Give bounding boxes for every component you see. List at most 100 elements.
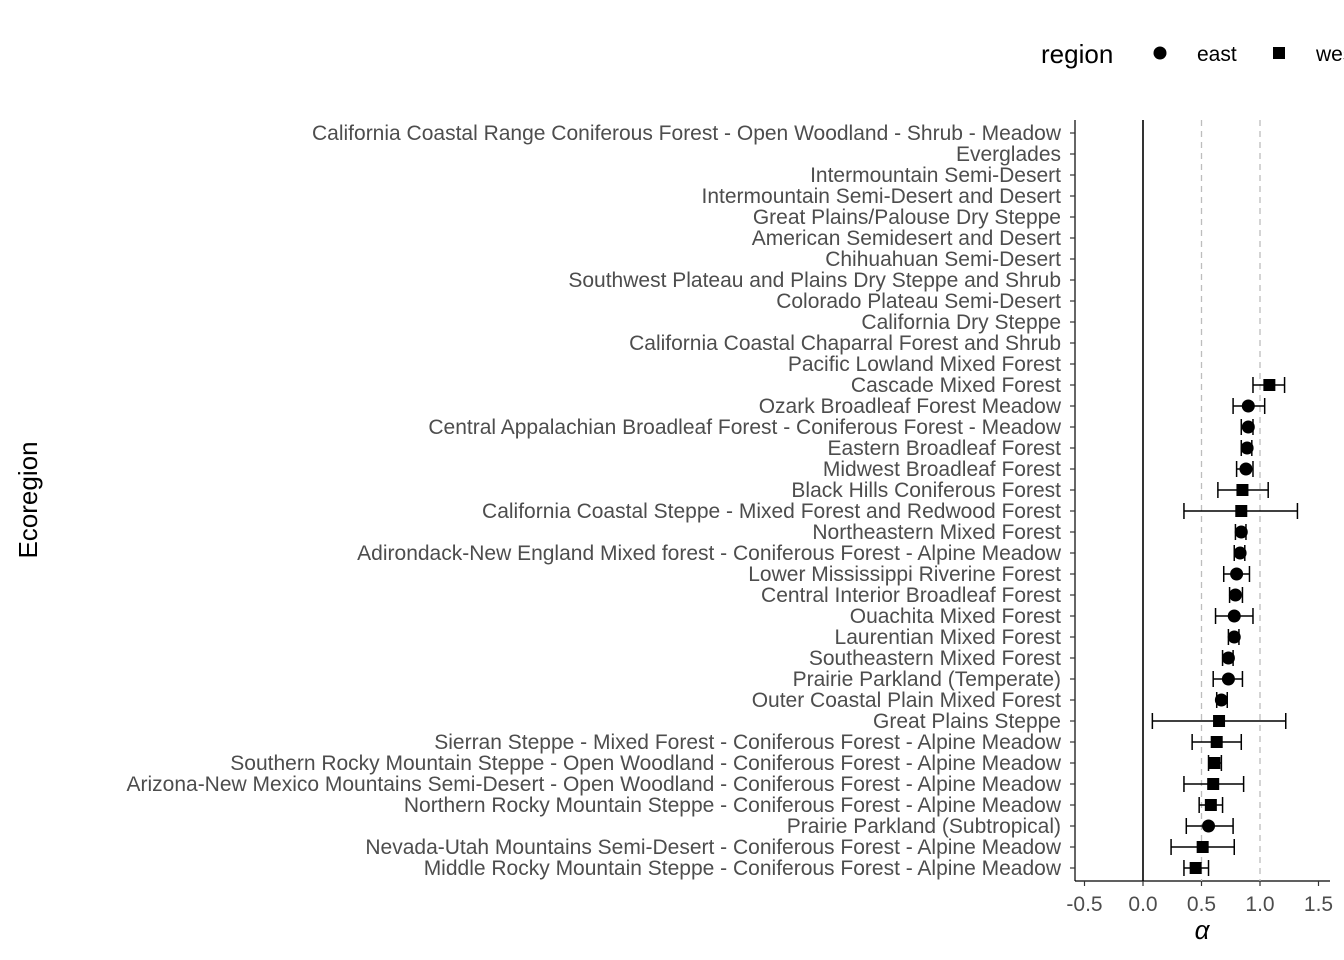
y-tick-label: Great Plains Steppe bbox=[873, 710, 1061, 733]
point-range bbox=[1252, 377, 1286, 393]
y-tick-label: Nevada-Utah Mountains Semi-Desert - Coni… bbox=[365, 836, 1061, 859]
y-tick-label: Sierran Steppe - Mixed Forest - Conifero… bbox=[434, 731, 1062, 754]
point-east bbox=[1227, 609, 1241, 623]
x-tick-label: 1.0 bbox=[1245, 893, 1274, 916]
y-tick-label: Prairie Parkland (Subtropical) bbox=[787, 815, 1061, 838]
y-tick-label: Outer Coastal Plain Mixed Forest bbox=[752, 689, 1061, 712]
legend-label: west bbox=[1315, 43, 1344, 66]
point-range bbox=[1228, 587, 1244, 603]
point-east bbox=[1234, 525, 1248, 539]
point-range bbox=[1185, 818, 1234, 834]
y-tick-label: Adirondack-New England Mixed forest - Co… bbox=[357, 542, 1062, 565]
y-tick-label: Central Appalachian Broadleaf Forest - C… bbox=[428, 416, 1061, 439]
point-range bbox=[1240, 440, 1254, 456]
point-east bbox=[1214, 693, 1228, 707]
point-east bbox=[1228, 588, 1242, 602]
y-tick-label: Laurentian Mixed Forest bbox=[835, 626, 1062, 649]
point-range bbox=[1217, 482, 1269, 498]
point-west bbox=[1208, 757, 1221, 769]
y-tick-label: Ouachita Mixed Forest bbox=[850, 605, 1061, 628]
data-marks bbox=[1151, 377, 1299, 876]
point-range bbox=[1235, 461, 1254, 477]
y-tick-label: Great Plains/Palouse Dry Steppe bbox=[753, 206, 1061, 229]
reference-lines bbox=[1142, 120, 1261, 881]
point-range bbox=[1222, 566, 1251, 582]
y-tick-label: California Coastal Chaparral Forest and … bbox=[629, 332, 1061, 355]
point-range bbox=[1170, 839, 1236, 855]
y-tick-label: California Coastal Steppe - Mixed Forest… bbox=[482, 500, 1061, 523]
legend-label: east bbox=[1197, 43, 1237, 66]
point-west bbox=[1235, 505, 1248, 517]
y-tick-label: Eastern Broadleaf Forest bbox=[828, 437, 1062, 460]
y-tick-label: Pacific Lowland Mixed Forest bbox=[788, 353, 1061, 376]
legend: region east west bbox=[1041, 39, 1344, 69]
point-range bbox=[1183, 776, 1245, 792]
y-tick-label: Northeastern Mixed Forest bbox=[812, 521, 1061, 544]
point-west bbox=[1236, 484, 1249, 496]
y-tick-label: Middle Rocky Mountain Steppe - Coniferou… bbox=[424, 857, 1062, 880]
x-tick-label: 1.5 bbox=[1304, 893, 1333, 916]
point-range bbox=[1214, 608, 1254, 624]
point-east bbox=[1221, 651, 1235, 665]
y-tick-label: Southeastern Mixed Forest bbox=[809, 647, 1061, 670]
point-west bbox=[1210, 736, 1223, 748]
point-range bbox=[1234, 524, 1248, 540]
y-tick-label: Colorado Plateau Semi-Desert bbox=[776, 290, 1061, 313]
point-west bbox=[1204, 799, 1217, 811]
point-east bbox=[1230, 567, 1244, 581]
y-tick-label: Black Hills Coniferous Forest bbox=[791, 479, 1061, 502]
point-range bbox=[1221, 650, 1235, 666]
point-east bbox=[1241, 420, 1255, 434]
point-range bbox=[1212, 671, 1244, 687]
point-east bbox=[1239, 462, 1253, 476]
y-tick-label: Southern Rocky Mountain Steppe - Open Wo… bbox=[230, 752, 1062, 775]
point-west bbox=[1189, 862, 1202, 874]
legend-item-west: west bbox=[1273, 43, 1344, 66]
y-tick-label: American Semidesert and Desert bbox=[752, 227, 1061, 250]
point-west bbox=[1196, 841, 1209, 853]
point-range bbox=[1198, 797, 1224, 813]
y-tick-label: Arizona-New Mexico Mountains Semi-Desert… bbox=[126, 773, 1061, 796]
y-tick-label: California Coastal Range Coniferous Fore… bbox=[312, 122, 1062, 145]
point-range bbox=[1183, 503, 1299, 519]
point-east bbox=[1233, 546, 1247, 560]
y-axis-title: Ecoregion bbox=[13, 441, 43, 558]
y-tick-label: California Dry Steppe bbox=[861, 311, 1061, 334]
point-east bbox=[1221, 672, 1235, 686]
y-tick-label: Midwest Broadleaf Forest bbox=[823, 458, 1061, 481]
y-tick-label: Lower Mississippi Riverine Forest bbox=[748, 563, 1061, 586]
point-east bbox=[1240, 441, 1254, 455]
point-east bbox=[1202, 819, 1216, 833]
x-tick-label: 0.5 bbox=[1187, 893, 1216, 916]
y-tick-label: Cascade Mixed Forest bbox=[851, 374, 1061, 397]
legend-key-circle bbox=[1153, 46, 1167, 60]
x-tick-label: 0.0 bbox=[1128, 893, 1157, 916]
y-tick-label: Everglades bbox=[956, 143, 1061, 166]
point-range bbox=[1207, 755, 1223, 771]
y-axis-ticks: California Coastal Range Coniferous Fore… bbox=[126, 122, 1075, 880]
x-axis-title: α bbox=[1195, 915, 1211, 945]
point-east bbox=[1241, 399, 1255, 413]
y-tick-label: Ozark Broadleaf Forest Meadow bbox=[759, 395, 1062, 418]
point-range bbox=[1232, 398, 1266, 414]
legend-title: region bbox=[1041, 39, 1113, 69]
point-west bbox=[1263, 379, 1276, 391]
point-west bbox=[1207, 778, 1220, 790]
x-tick-label: -0.5 bbox=[1066, 893, 1102, 916]
point-range bbox=[1233, 545, 1247, 561]
y-tick-label: Southwest Plateau and Plains Dry Steppe … bbox=[568, 269, 1061, 292]
y-tick-label: Central Interior Broadleaf Forest bbox=[761, 584, 1061, 607]
point-range bbox=[1227, 629, 1241, 645]
y-tick-label: Prairie Parkland (Temperate) bbox=[793, 668, 1061, 691]
y-tick-label: Chihuahuan Semi-Desert bbox=[825, 248, 1061, 271]
point-range bbox=[1214, 692, 1228, 708]
point-range bbox=[1183, 860, 1210, 876]
y-tick-label: Intermountain Semi-Desert and Desert bbox=[702, 185, 1062, 208]
point-west bbox=[1213, 715, 1226, 727]
point-range bbox=[1240, 419, 1255, 435]
point-east bbox=[1227, 630, 1241, 644]
legend-key-square bbox=[1273, 47, 1285, 59]
y-tick-label: Northern Rocky Mountain Steppe - Conifer… bbox=[404, 794, 1062, 817]
legend-item-east: east bbox=[1153, 43, 1237, 66]
